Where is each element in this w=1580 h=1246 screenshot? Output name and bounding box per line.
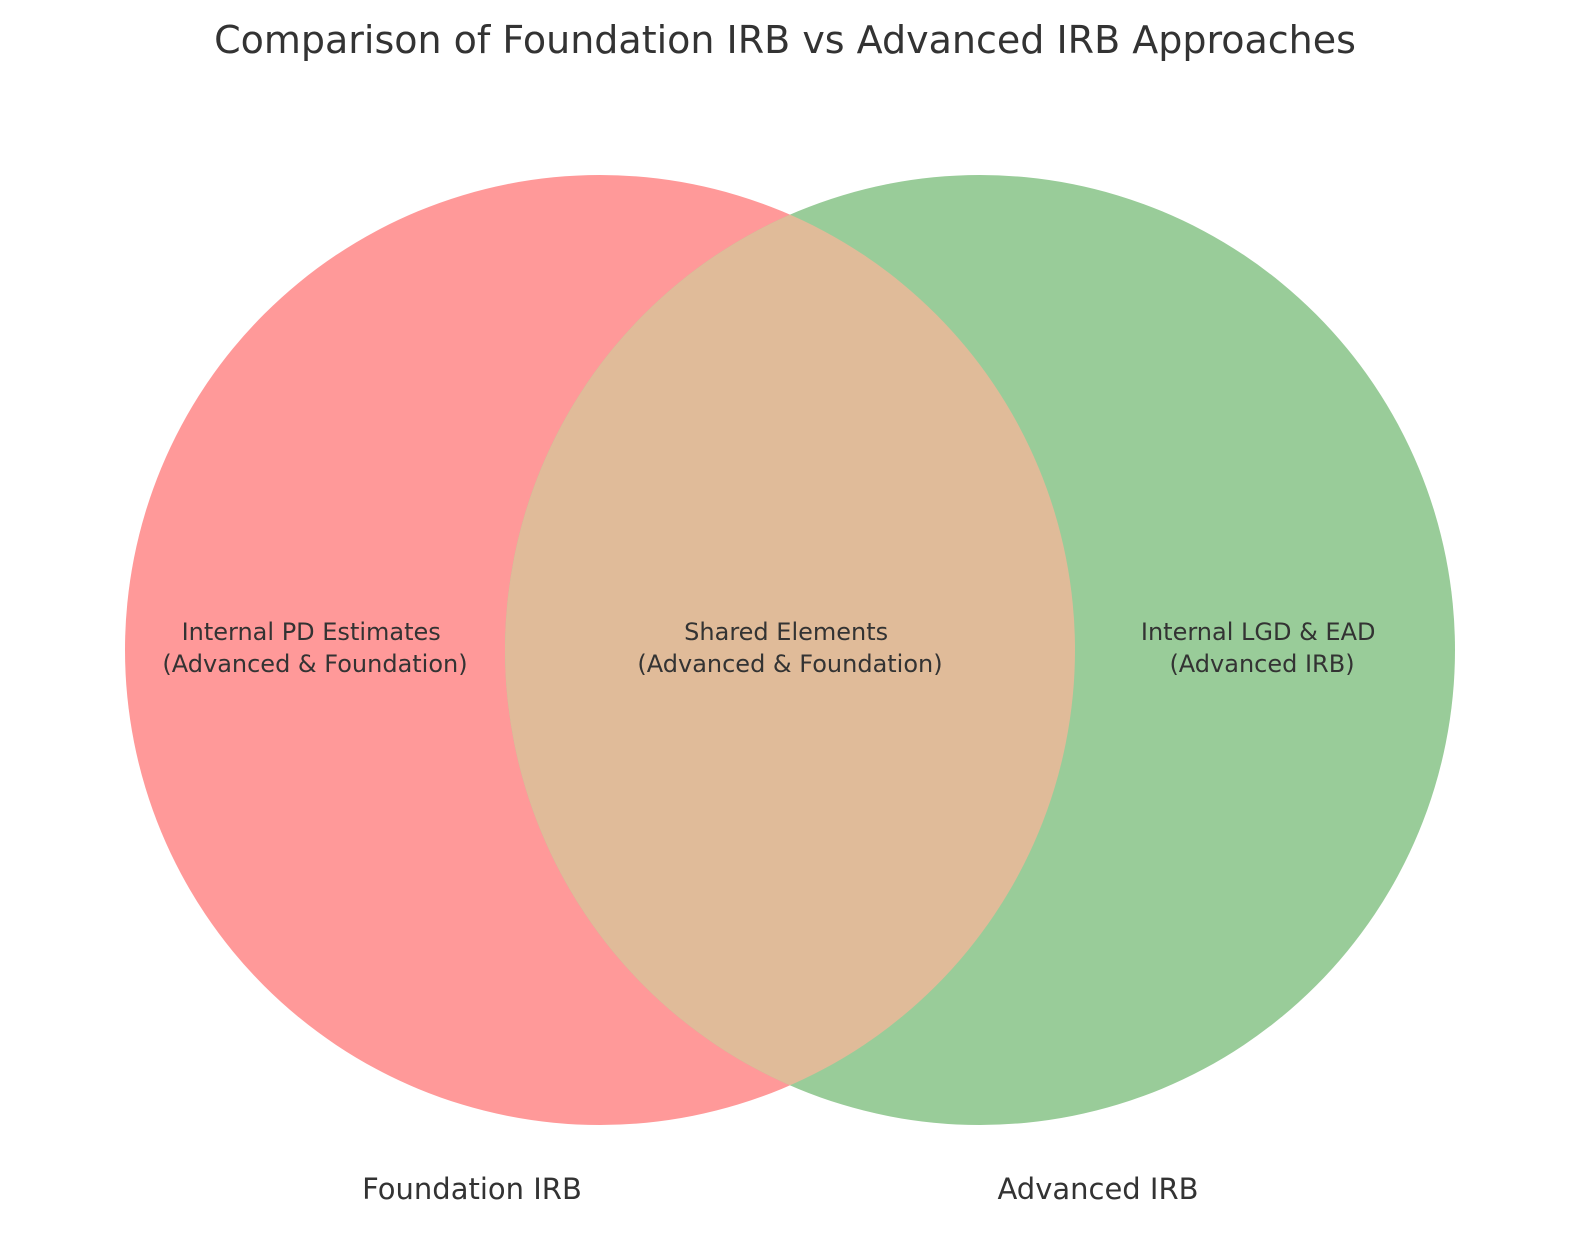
left-only-line-2: (Advanced & Foundation) [162,650,467,678]
diagram-title: Comparison of Foundation IRB vs Advanced… [214,18,1356,62]
left-only-line-1: Internal PD Estimates [182,618,441,646]
overlap-region [505,175,1075,1125]
intersection-line-1: Shared Elements [684,618,888,646]
left-only-label: Internal PD Estimates (Advanced & Founda… [162,618,467,678]
intersection-label: Shared Elements (Advanced & Foundation) [637,618,942,678]
advanced-irb-label: Advanced IRB [997,1172,1198,1206]
foundation-irb-label: Foundation IRB [362,1172,582,1206]
right-only-line-1: Internal LGD & EAD [1141,618,1376,646]
right-only-label: Internal LGD & EAD (Advanced IRB) [1141,618,1383,678]
intersection-line-2: (Advanced & Foundation) [637,650,942,678]
right-only-line-2: (Advanced IRB) [1169,650,1354,678]
